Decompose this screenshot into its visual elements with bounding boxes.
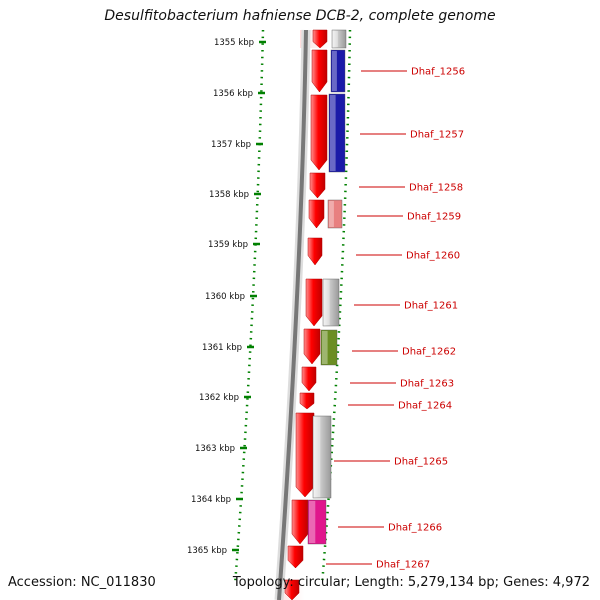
forward-gene-arrow: [291, 499, 309, 545]
scale-tick-label: 1356 kbp: [213, 89, 253, 99]
forward-gene-arrow: [287, 545, 304, 569]
genome-title: Desulfitobacterium hafniense DCB-2, comp…: [104, 8, 496, 24]
gene-category-block: [320, 329, 338, 366]
scale-tick-label: 1364 kbp: [191, 495, 231, 505]
gene-label: Dhaf_1264: [398, 401, 452, 412]
scale-tick-label: 1361 kbp: [202, 343, 242, 353]
scale-dotted-line: [233, 29, 265, 586]
scale-tick-label: 1355 kbp: [214, 38, 254, 48]
gene-category-block: [312, 415, 332, 499]
forward-gene-arrow: [301, 366, 317, 392]
gene-label: Dhaf_1267: [376, 560, 430, 571]
forward-gene-arrow: [284, 579, 300, 600]
gene-label: Dhaf_1263: [400, 379, 454, 390]
scale-tick-label: 1357 kbp: [211, 140, 251, 150]
gene-category-block: [307, 499, 327, 545]
gene-label: Dhaf_1259: [407, 212, 461, 223]
gene-category-highlight: [330, 95, 336, 171]
gene-category-highlight: [324, 280, 330, 325]
forward-gene-arrow: [305, 278, 323, 327]
scale-tick-label: 1365 kbp: [187, 546, 227, 556]
gene-category-block: [328, 93, 346, 173]
gene-category-block: [322, 278, 340, 327]
gene-category-block: [331, 29, 347, 49]
gene-label: Dhaf_1256: [411, 67, 465, 78]
forward-gene-arrow: [311, 49, 328, 93]
gene-label: Dhaf_1266: [388, 523, 442, 534]
gene-category-highlight: [322, 331, 328, 364]
forward-gene-arrow: [308, 199, 325, 229]
gene-category-highlight: [333, 31, 338, 47]
gene-category-block: [330, 49, 346, 93]
forward-gene-arrow: [307, 237, 323, 266]
forward-gene-arrow: [309, 172, 326, 199]
forward-gene-arrow: [310, 94, 328, 171]
scale-ticks: 1355 kbp 1356 kbp 1357 kbp 1358 kbp 1359 kbp…: [187, 38, 266, 556]
scale-tick-label: 1359 kbp: [208, 240, 248, 250]
gene-category-highlight: [329, 201, 334, 227]
accession-text: Accession: NC_011830: [8, 575, 156, 590]
gene-features: [284, 29, 347, 600]
gene-category-block: [327, 199, 343, 229]
backbone-line: [277, 29, 308, 600]
forward-gene-arrow: [303, 328, 321, 365]
topology-text: Topology: circular; Length: 5,279,134 bp…: [232, 575, 590, 590]
gene-label: Dhaf_1258: [409, 183, 463, 194]
gene-category-highlight: [332, 51, 337, 91]
forward-gene-arrow: [295, 412, 315, 498]
scale-tick-label: 1360 kbp: [205, 292, 245, 302]
gene-label: Dhaf_1261: [404, 301, 458, 312]
forward-gene-arrow: [312, 29, 328, 49]
gene-label: Dhaf_1260: [406, 251, 460, 262]
gene-category-highlight: [309, 501, 316, 543]
gene-label: Dhaf_1262: [402, 347, 456, 358]
scale-tick-label: 1362 kbp: [199, 393, 239, 403]
gene-label: Dhaf_1257: [410, 130, 464, 141]
gene-labels: Dhaf_1256 Dhaf_1257 Dhaf_1258 Dhaf_1259 Dhaf…: [326, 67, 465, 571]
gene-category-highlight: [314, 417, 321, 497]
gene-label: Dhaf_1265: [394, 457, 448, 468]
scale-tick-label: 1358 kbp: [209, 190, 249, 200]
forward-gene-arrow: [299, 392, 315, 410]
scale-tick-label: 1363 kbp: [195, 444, 235, 454]
